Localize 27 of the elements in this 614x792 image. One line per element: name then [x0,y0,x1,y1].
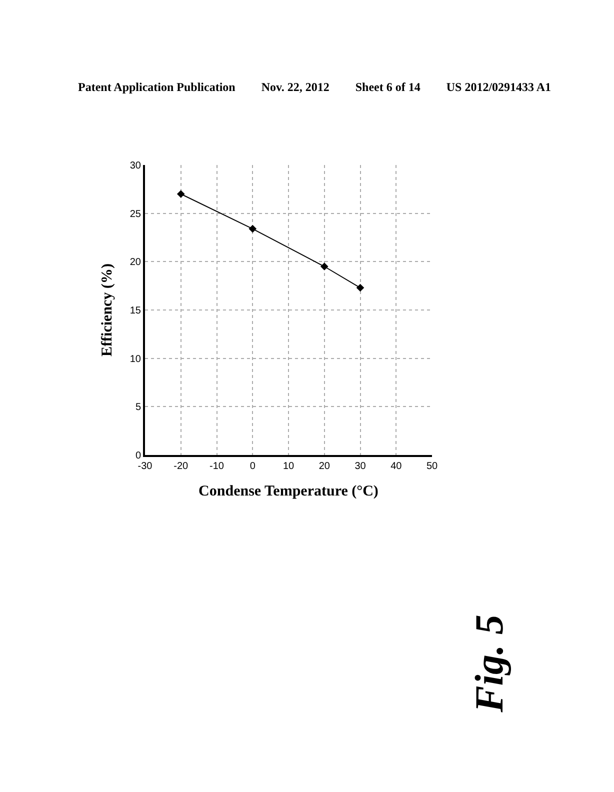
y-tick-label: 25 [130,208,142,220]
x-tick-label: -20 [174,461,189,472]
point [248,224,257,233]
x-tick-label: -30 [138,461,153,472]
text: Patent Application Publication [78,80,236,94]
y-tick-label: 20 [130,257,142,268]
x-tick-label: 40 [390,461,402,472]
x-tick-label: -10 [210,461,224,472]
text: Sheet 6 of 14 [355,80,420,94]
y-axis-title: Efficiency (%) [100,264,116,356]
x-tick-label: 0 [250,461,256,472]
y-tick-label: 5 [135,402,142,414]
y-tick-label: 10 [130,354,142,365]
point [320,262,328,270]
text: US 2012/0291433 A1 [446,80,552,94]
point [176,190,185,198]
caption: Fig. 5 [465,614,512,712]
x-tick-label: 50 [426,461,438,472]
text: Nov. 22, 2012 [261,80,330,94]
x-tick-label: 10 [282,461,294,472]
y-tick-label: 15 [130,306,142,316]
x-axis-title: Condense Temperature (°C) [198,484,378,500]
y-tick-label: 0 [135,450,142,462]
x-tick-label: 20 [318,461,330,472]
x-tick-label: 30 [354,461,366,472]
y-tick-label: 30 [130,160,142,172]
point [356,284,364,292]
